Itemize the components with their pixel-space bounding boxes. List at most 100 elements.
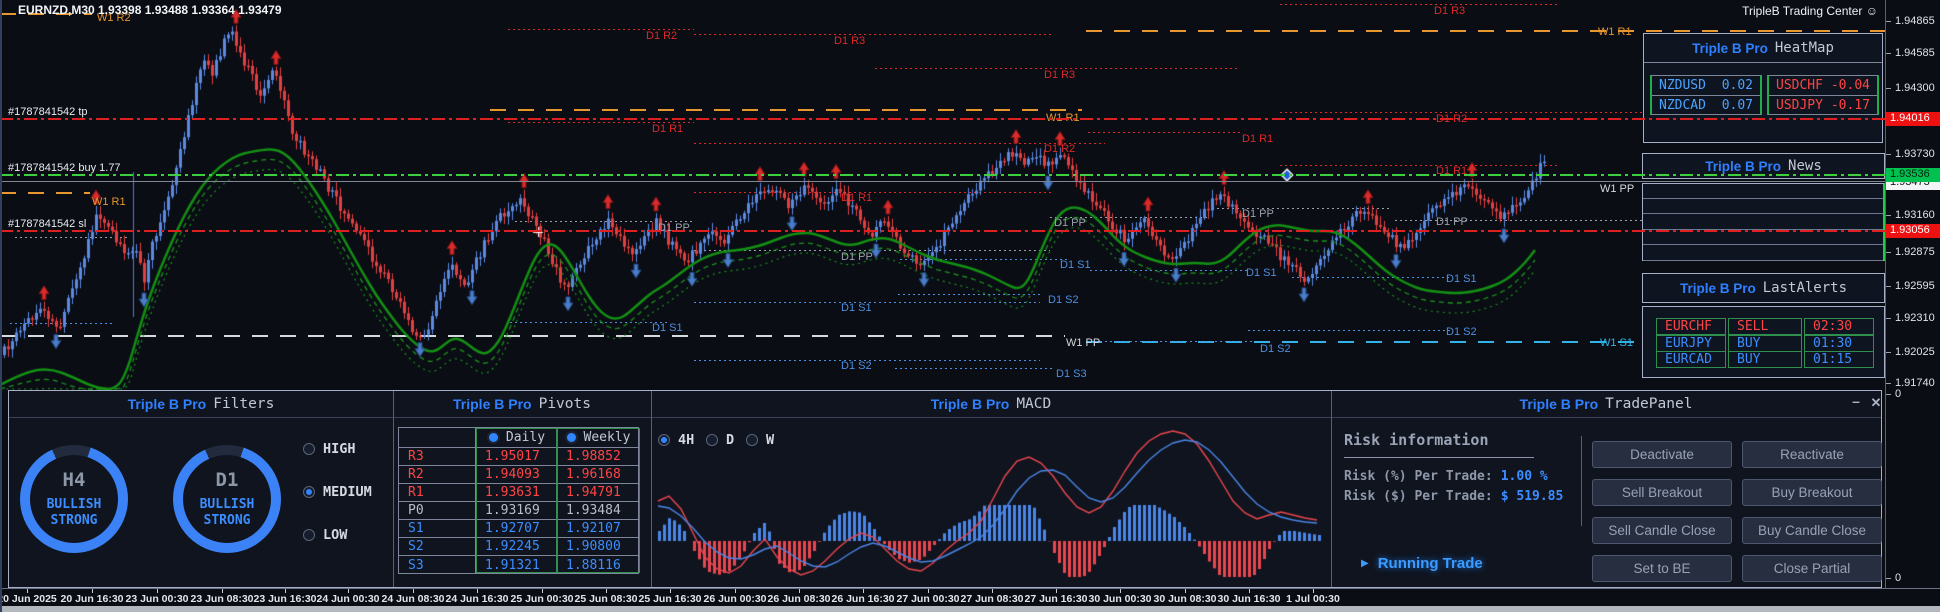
macd-title: MACD <box>1016 396 1052 412</box>
time-axis-label: 30 Jun 00:30 <box>1088 593 1152 605</box>
gauge-inner: D1 BULLISH STRONG <box>183 455 271 543</box>
gauge-signal-line2: STRONG <box>50 513 98 528</box>
macd-timeframe-radio-d[interactable]: D <box>706 432 734 448</box>
pivot-level-label: D1 R1 <box>841 192 873 204</box>
pivot-value: 1.90800 <box>557 538 638 556</box>
filters-brand: Triple B Pro <box>127 396 207 412</box>
price-axis-tick-mark <box>1886 383 1891 384</box>
running-trade-toggle[interactable]: ▶ Running Trade <box>1361 555 1483 572</box>
pivot-level-name: S1 <box>399 520 476 538</box>
news-row <box>1643 230 1883 246</box>
pivots-table: Daily Weekly R3 1.95017 1.98852 R2 1.94093 1.96… <box>398 427 640 574</box>
time-axis-tick-mark <box>1313 589 1314 593</box>
risk-row-value: $ 519.85 <box>1500 489 1564 504</box>
time-axis-label: 26 Jun 08:30 <box>767 593 831 605</box>
time-axis-tick-mark <box>348 589 349 593</box>
news-panel-body <box>1642 183 1885 261</box>
alert-cell: BUY <box>1728 351 1802 368</box>
heatmap-row: NZDUSD 0.02 <box>1652 76 1760 95</box>
pivot-row: R1 1.93631 1.94791 <box>399 484 638 502</box>
tp-line <box>0 118 1885 120</box>
button-sell-breakout[interactable]: Sell Breakout <box>1592 479 1732 506</box>
risk-info-divider <box>1344 457 1534 458</box>
time-axis-label: 23 Jun 00:30 <box>125 593 189 605</box>
time-axis-tick-mark <box>542 589 543 593</box>
minimize-button[interactable]: – <box>1852 393 1860 409</box>
macd-timeframe-radio-w[interactable]: W <box>746 432 774 448</box>
button-reactivate[interactable]: Reactivate <box>1742 441 1882 468</box>
risk-filter-radio-high[interactable]: HIGH <box>303 441 356 457</box>
time-axis-label: 25 Jun 08:30 <box>574 593 638 605</box>
time-axis-label: 24 Jun 00:30 <box>316 593 380 605</box>
heatmap-value: -0.04 <box>1830 78 1870 93</box>
time-axis-tick-mark <box>285 589 286 593</box>
button-close-partial[interactable]: Close Partial <box>1742 555 1882 582</box>
button-sell-candle-close[interactable]: Sell Candle Close <box>1592 517 1732 544</box>
price-axis[interactable]: 1.94865 1.94585 1.94300 1.93730 1.93160 1.928… <box>1885 0 1940 588</box>
heatmap-head: Triple B Pro HeatMap <box>1644 34 1882 63</box>
heatmap-header: Triple B Pro HeatMap <box>1644 34 1882 62</box>
trade-order-label: #1787841542 buy 1.77 <box>8 162 121 174</box>
macd-mini-chart-canvas[interactable] <box>653 419 1329 587</box>
heatmap-table-left: NZDUSD 0.02 NZDCAD 0.07 <box>1650 75 1762 115</box>
time-axis-tick-mark <box>222 589 223 593</box>
macd-timeframe-radio-w-label: W <box>766 432 775 448</box>
gauge-signal-line2: STRONG <box>203 513 251 528</box>
candlestick-chart-canvas[interactable] <box>0 0 1885 390</box>
time-axis-label: 23 Jun 08:30 <box>190 593 254 605</box>
close-button[interactable]: ✕ <box>1870 395 1882 410</box>
risk-filter-radio-medium-dot <box>303 486 315 498</box>
button-set-to-be[interactable]: Set to BE <box>1592 555 1732 582</box>
pivot-row: P0 1.93169 1.93484 <box>399 502 638 520</box>
pivot-value: 1.92707 <box>476 520 557 538</box>
time-axis-label: 25 Jun 16:30 <box>638 593 702 605</box>
news-brand: Triple B Pro <box>1705 158 1782 174</box>
symbol-ohlc-readout: EURNZD,M30 1.93398 1.93488 1.93364 1.934… <box>18 3 282 17</box>
gauge-signal-line1: BULLISH <box>199 497 255 512</box>
price-badge: 1.94016 <box>1886 112 1940 126</box>
price-axis-tick: 0 <box>1895 572 1902 584</box>
price-axis-tick: 0 <box>1895 388 1902 400</box>
button-buy-breakout[interactable]: Buy Breakout <box>1742 479 1882 506</box>
macd-timeframe-radio-4h[interactable]: 4H <box>658 432 694 448</box>
time-axis-tick-mark <box>477 589 478 593</box>
time-axis-tick-mark <box>863 589 864 593</box>
pivot-value: 1.94791 <box>557 484 638 502</box>
heatmap-pair: NZDCAD <box>1659 97 1706 113</box>
pivot-level-name: R3 <box>399 448 476 466</box>
button-deactivate[interactable]: Deactivate <box>1592 441 1732 468</box>
section-header-pivots: Triple B Pro Pivots <box>393 391 651 418</box>
price-axis-tick-mark <box>1886 53 1891 54</box>
heatmap-title: HeatMap <box>1774 40 1834 56</box>
heatmap-value: -0.17 <box>1830 97 1870 113</box>
heatmap-pair: USDCHF <box>1776 78 1823 93</box>
price-axis-tick: 1.94585 <box>1895 47 1935 59</box>
news-row <box>1643 199 1883 215</box>
price-badge: 1.93536 <box>1886 168 1940 182</box>
buy-line <box>0 174 1885 176</box>
risk-row-label: Risk ($) Per Trade: <box>1344 489 1493 504</box>
macd-timeframe-radio-4h-label: 4H <box>678 432 695 448</box>
price-axis-tick: 1.93730 <box>1895 148 1935 160</box>
button-buy-candle-close[interactable]: Buy Candle Close <box>1742 517 1882 544</box>
time-axis[interactable]: 20 Jun 2025 20 Jun 16:30 23 Jun 00:30 23 Ju… <box>0 588 1940 607</box>
pivot-value: 1.94093 <box>476 466 557 484</box>
pivot-row: S2 1.92245 1.90800 <box>399 538 638 556</box>
pivots-col-radio[interactable] <box>486 431 500 444</box>
risk-filter-radio-low[interactable]: LOW <box>303 527 347 543</box>
pivots-header-cell: Weekly <box>557 428 638 448</box>
section-header-tradepanel: Triple B Pro TradePanel <box>1331 391 1881 418</box>
time-axis-label: 27 Jun 08:30 <box>960 593 1024 605</box>
sl-line <box>0 230 1885 232</box>
trade-order-label: #1787841542 tp <box>8 106 88 118</box>
pivots-col-radio[interactable] <box>564 431 578 444</box>
risk-filter-radio-medium[interactable]: MEDIUM <box>303 484 372 500</box>
pivot-level-name: R1 <box>399 484 476 502</box>
time-axis-label: 24 Jun 08:30 <box>381 593 445 605</box>
risk-row: Risk (%) Per Trade: 1.00 % <box>1344 469 1548 484</box>
pivot-value: 1.93169 <box>476 502 557 520</box>
pivot-level-label: D1 R3 <box>834 35 866 47</box>
pivot-level-label: D1 S1 <box>652 322 683 334</box>
risk-row-value: 1.00 % <box>1500 469 1548 484</box>
pivot-level-name: P0 <box>399 502 476 520</box>
